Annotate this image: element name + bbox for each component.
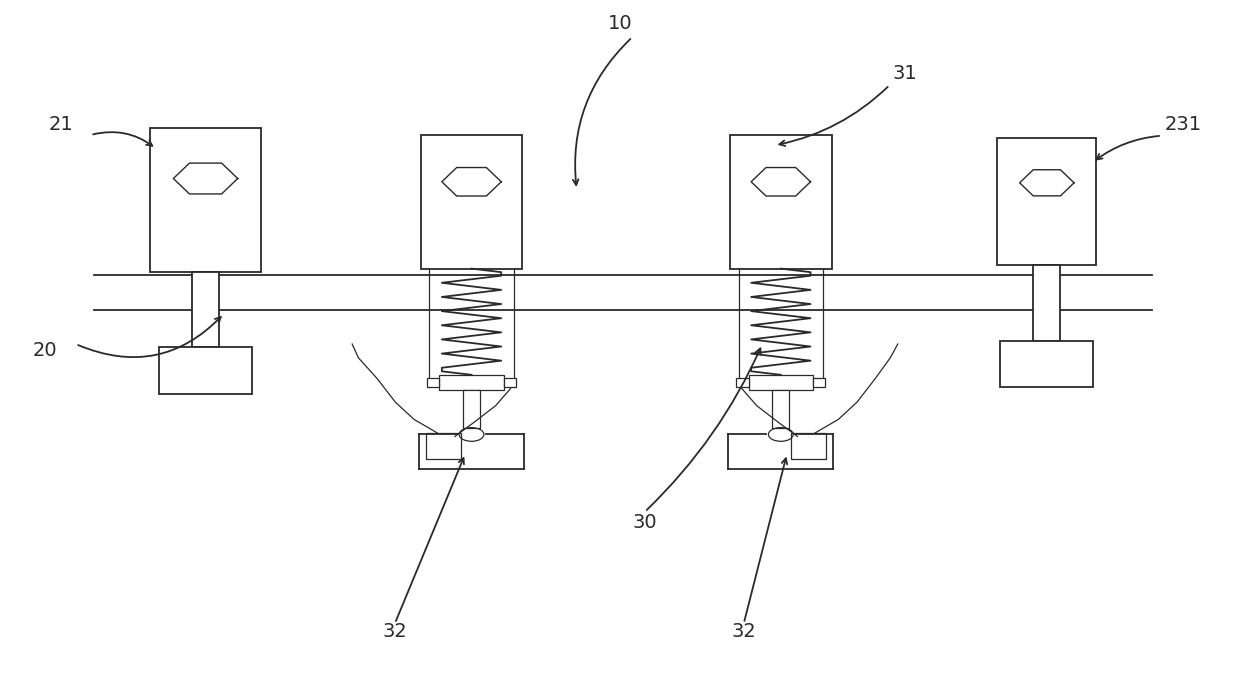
Bar [1033,265,1060,341]
Text: 32: 32 [732,622,756,641]
Text: 21: 21 [48,115,73,134]
Bar [503,378,516,387]
Bar [427,433,461,459]
Bar [997,138,1096,265]
Text: 32: 32 [382,622,407,641]
Bar [791,433,826,459]
Bar [749,375,813,390]
Text: 231: 231 [1164,115,1202,134]
Bar [1001,341,1094,387]
Bar [439,375,503,390]
Text: 20: 20 [32,341,57,361]
Bar [192,272,219,347]
Bar [813,378,826,387]
Bar [159,347,252,394]
Bar [730,135,832,268]
Bar [420,135,522,268]
Text: 10: 10 [608,14,632,33]
Bar [737,378,749,387]
Text: 31: 31 [893,64,916,83]
Bar [427,378,439,387]
Bar [150,128,262,272]
Text: 30: 30 [632,513,657,532]
Bar [463,390,480,428]
Bar [773,390,790,428]
